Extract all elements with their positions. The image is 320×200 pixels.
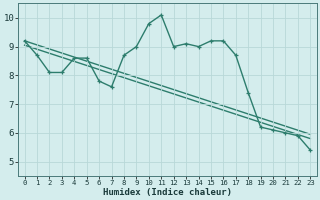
X-axis label: Humidex (Indice chaleur): Humidex (Indice chaleur) [103, 188, 232, 197]
